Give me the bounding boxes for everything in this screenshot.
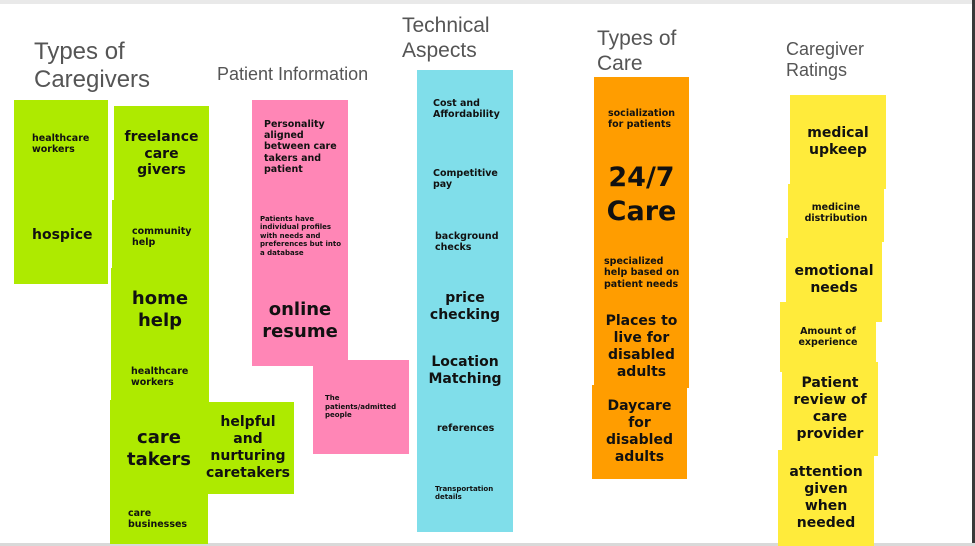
note-text: Places to live for disabled adults	[605, 313, 678, 380]
note-text: care takers	[126, 427, 192, 470]
note-text: emotional needs	[794, 263, 874, 296]
note-text: background checks	[435, 230, 499, 253]
sticky-note[interactable]: Location Matching	[417, 338, 513, 404]
sticky-note[interactable]: background checks	[417, 208, 513, 276]
sticky-note[interactable]: Places to live for disabled adults	[594, 306, 689, 388]
note-text: Cost and Affordability	[433, 97, 500, 120]
sticky-note[interactable]: Personality aligned between care takers …	[252, 100, 348, 194]
note-text: The patients/admitted people	[325, 394, 397, 420]
sticky-note[interactable]: socialization for patients	[594, 77, 689, 161]
sticky-note[interactable]: The patients/admitted people	[313, 360, 409, 454]
sticky-note[interactable]: healthcare workers	[111, 350, 209, 404]
right-scrollbar-edge	[972, 0, 975, 546]
note-text: online resume	[262, 299, 338, 342]
sticky-note[interactable]: medical upkeep	[790, 95, 886, 189]
note-text: price checking	[429, 290, 501, 323]
note-text: Transportation details	[435, 484, 494, 501]
sticky-note[interactable]: medicine distribution	[788, 184, 884, 242]
sticky-note[interactable]: attention given when needed	[778, 450, 874, 546]
sticky-note[interactable]: freelance care givers	[114, 106, 209, 202]
note-text: healthcare workers	[32, 132, 90, 155]
note-text: attention given when needed	[789, 464, 863, 531]
sticky-note[interactable]: Patient review of care provider	[782, 362, 878, 456]
note-text: Location Matching	[428, 354, 502, 387]
note-text: hospice	[32, 226, 93, 243]
heading-types-of-care: Types of Care	[597, 27, 677, 75]
sticky-note[interactable]: Daycare for disabled adults	[592, 385, 687, 479]
sticky-note[interactable]: community help	[112, 200, 209, 274]
heading-technical-aspects: Technical Aspects	[402, 14, 490, 62]
sticky-note[interactable]: Patients have individual profiles with n…	[252, 194, 348, 278]
sticky-note[interactable]: hospice	[14, 186, 108, 284]
sticky-note[interactable]: Cost and Affordability	[417, 70, 513, 148]
note-text: medicine distribution	[804, 201, 868, 224]
sticky-note[interactable]: Competitive pay	[417, 146, 513, 212]
note-text: helpful and nurturing caretakers	[206, 414, 290, 481]
sticky-note[interactable]: Transportation details	[417, 454, 513, 532]
note-text: healthcare workers	[131, 365, 189, 388]
note-text: community help	[132, 225, 192, 248]
note-text: home help	[131, 288, 189, 331]
sticky-note[interactable]: care businesses	[110, 494, 208, 544]
note-text: 24/7 Care	[606, 162, 677, 227]
note-text: Personality aligned between care takers …	[264, 118, 337, 176]
sticky-note[interactable]: Amount of experience	[780, 302, 876, 372]
note-text: Amount of experience	[798, 325, 858, 348]
note-text: Patients have individual profiles with n…	[260, 215, 342, 257]
top-edge	[0, 0, 975, 4]
sticky-note[interactable]: home help	[111, 268, 209, 352]
heading-caregiver-ratings: Caregiver Ratings	[786, 39, 865, 81]
sticky-note[interactable]: care takers	[110, 400, 208, 498]
heading-types-of-caregivers: Types of Caregivers	[34, 38, 151, 94]
note-text: references	[437, 423, 495, 435]
sticky-note[interactable]: helpful and nurturing caretakers	[202, 402, 294, 494]
sticky-note[interactable]: online resume	[252, 276, 348, 366]
sticky-note[interactable]: healthcare workers	[14, 100, 108, 188]
note-text: freelance care givers	[124, 128, 199, 179]
note-text: specialized help based on patient needs	[604, 255, 680, 290]
sticky-note[interactable]: references	[417, 402, 513, 456]
note-text: Daycare for disabled adults	[606, 398, 673, 465]
note-text: care businesses	[128, 507, 188, 530]
sticky-note[interactable]: specialized help based on patient needs	[594, 236, 689, 310]
bottom-edge	[0, 543, 975, 546]
heading-patient-information: Patient Information	[217, 64, 369, 84]
sticky-note[interactable]: price checking	[417, 274, 513, 340]
sticky-note[interactable]: 24/7 Care	[594, 152, 689, 238]
note-text: Competitive pay	[433, 167, 498, 190]
note-text: socialization for patients	[608, 107, 676, 130]
note-text: Patient review of care provider	[793, 375, 867, 442]
note-text: medical upkeep	[807, 125, 869, 158]
